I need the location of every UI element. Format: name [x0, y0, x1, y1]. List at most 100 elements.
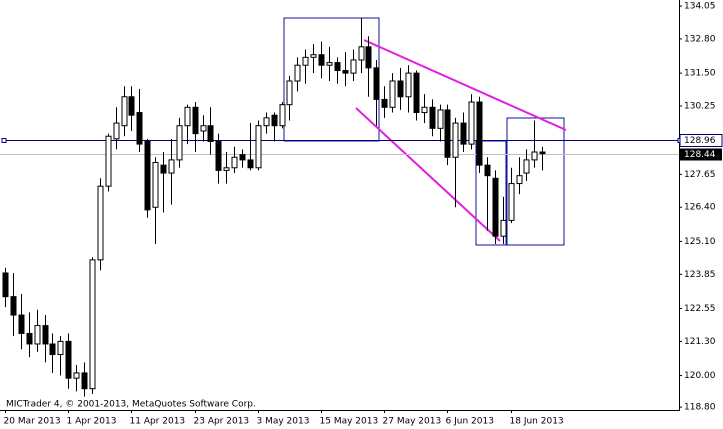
y-tick-label: 127.65 — [684, 170, 716, 180]
candle-body — [105, 135, 112, 187]
y-tick-label: 122.55 — [684, 304, 716, 314]
candle-body — [421, 106, 428, 114]
candle-body — [49, 343, 56, 356]
x-tick-label: 20 Mar 2013 — [4, 417, 61, 427]
candle-body — [358, 46, 365, 61]
candle-body — [65, 340, 72, 379]
candle-body — [389, 80, 396, 108]
x-tick-label: 27 May 2013 — [383, 417, 442, 427]
candle-body — [263, 117, 270, 127]
candle-body — [318, 54, 325, 66]
trend-line — [355, 107, 501, 242]
candle-body — [342, 69, 349, 74]
x-tick-label: 18 Jun 2013 — [510, 417, 564, 427]
candle-body — [310, 54, 317, 58]
x-tick-label: 23 Apr 2013 — [194, 417, 250, 427]
candle-body — [452, 122, 459, 158]
candle-body — [121, 96, 128, 127]
y-tick-label: 118.80 — [684, 403, 716, 413]
y-tick-label: 123.85 — [684, 270, 716, 280]
candle-body — [279, 104, 286, 127]
watermark: MICTrader 4, © 2001-2013, MetaQuotes Sof… — [6, 400, 256, 410]
candle-body — [26, 332, 33, 345]
y-tick-label: 120.00 — [684, 371, 716, 381]
candle-body — [255, 125, 262, 169]
candle-body — [18, 314, 25, 334]
candle-body — [523, 159, 530, 174]
candle-body — [34, 325, 41, 345]
y-tick-label: 125.10 — [684, 237, 716, 247]
candle-body — [516, 175, 523, 185]
candle-body — [113, 122, 120, 140]
line-handle — [1, 138, 7, 143]
candle-body — [239, 154, 246, 161]
hline-label: 128.96 — [684, 136, 716, 146]
candle-body — [184, 106, 191, 127]
candle-body — [231, 156, 238, 169]
candle-body — [531, 151, 538, 161]
y-tick-label: 134.05 — [684, 2, 716, 12]
candle-body — [350, 59, 357, 74]
candle-body — [294, 64, 301, 82]
last-price-box — [680, 148, 722, 161]
candle-body — [176, 125, 183, 161]
candle-body — [429, 106, 436, 129]
candle-body — [508, 183, 515, 221]
candle-body — [200, 125, 207, 132]
trend-line — [363, 39, 567, 131]
candle-body — [144, 140, 151, 211]
y-tick-label: 121.30 — [684, 337, 716, 347]
candle-body — [405, 72, 412, 98]
candle-body — [223, 167, 230, 171]
y-tick-label: 126.40 — [684, 203, 716, 213]
candle-body — [128, 96, 135, 116]
candle-body — [539, 151, 546, 155]
x-tick-label: 1 Apr 2013 — [67, 417, 117, 427]
y-tick-label: 131.50 — [684, 69, 716, 79]
candle-body — [215, 140, 222, 171]
candle-body — [286, 80, 293, 106]
candle-body — [468, 101, 475, 145]
hline-label-box — [679, 134, 723, 147]
candle-body — [413, 72, 420, 114]
x-tick-label: 11 Apr 2013 — [130, 417, 186, 427]
candle-body — [397, 80, 404, 98]
x-tick-label: 3 May 2013 — [257, 417, 310, 427]
candle-body — [484, 164, 491, 177]
candle-body — [97, 185, 104, 261]
candle-body — [89, 259, 96, 390]
y-tick-label: 132.80 — [684, 34, 716, 44]
candle-body — [302, 56, 309, 66]
candle-body — [247, 159, 254, 169]
candle-body — [460, 122, 467, 145]
rectangle-object — [506, 117, 565, 246]
candle-body — [81, 372, 88, 390]
last-price-label: 128.44 — [684, 150, 716, 160]
candle-body — [192, 106, 199, 135]
candle-body — [334, 62, 341, 71]
candle-body — [500, 219, 507, 237]
candle-body — [437, 109, 444, 129]
x-tick-label: 15 May 2013 — [320, 417, 379, 427]
candle-body — [365, 46, 372, 69]
candle-body — [10, 296, 17, 316]
candle-body — [152, 162, 159, 208]
candle-body — [444, 109, 451, 158]
candle-body — [73, 372, 80, 379]
candle-body — [57, 340, 64, 356]
candle-body — [160, 164, 167, 174]
candle-body — [492, 177, 499, 237]
candle-body — [271, 114, 278, 127]
candle-body — [381, 98, 388, 108]
x-tick-label: 6 Jun 2013 — [446, 417, 494, 427]
candle-body — [168, 159, 175, 174]
candle-body — [207, 125, 214, 142]
candle-body — [373, 67, 380, 100]
candle-body — [476, 101, 483, 166]
candle-body — [326, 62, 333, 66]
candle-body — [2, 272, 9, 298]
y-tick-label: 130.25 — [684, 101, 716, 111]
candle-body — [136, 112, 143, 145]
candle-body — [42, 325, 49, 345]
